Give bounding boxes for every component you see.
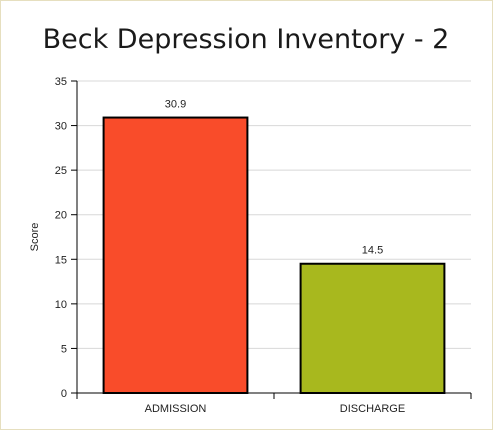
y-tick-label: 0 [61, 388, 67, 400]
y-axis-title: Score [29, 223, 41, 252]
y-tick-label: 20 [55, 210, 67, 222]
y-tick-label: 15 [55, 254, 67, 266]
x-tick-label: ADMISSION [145, 403, 207, 415]
y-tick-label: 10 [55, 299, 67, 311]
data-label: 30.9 [165, 99, 186, 111]
x-axis: ADMISSION DISCHARGE [76, 392, 472, 415]
y-tick-label: 30 [55, 121, 67, 133]
y-axis-ticks: 0 5 10 15 20 25 30 35 [55, 76, 78, 400]
y-tick-label: 25 [55, 165, 67, 177]
y-tick-label: 35 [55, 76, 67, 88]
bar-admission [102, 116, 249, 394]
data-label: 14.5 [362, 245, 383, 257]
y-tick-label: 5 [61, 343, 67, 355]
bar-discharge [299, 262, 446, 394]
x-tick-label: DISCHARGE [340, 403, 405, 415]
chart-title: Beck Depression Inventory - 2 [43, 24, 450, 55]
